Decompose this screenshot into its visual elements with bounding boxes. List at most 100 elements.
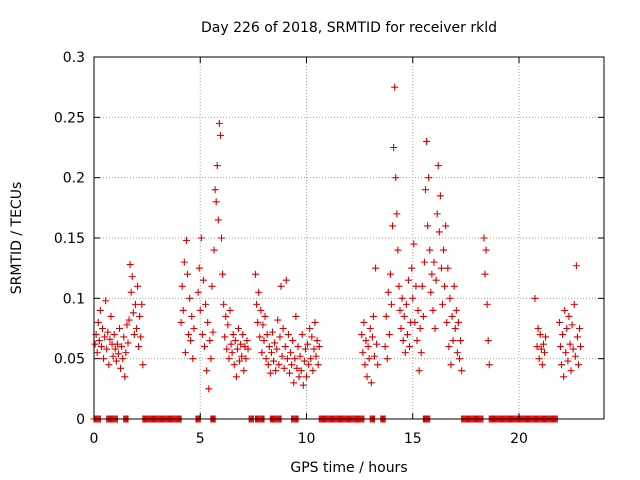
data-point [189, 355, 197, 363]
data-point [187, 337, 195, 345]
data-point [212, 198, 220, 206]
data-point [423, 137, 431, 145]
data-point [277, 282, 285, 290]
data-point [426, 246, 434, 254]
data-point [567, 367, 575, 375]
data-point [369, 312, 377, 320]
data-point [539, 340, 547, 348]
data-point [207, 355, 215, 363]
data-point [203, 367, 211, 375]
data-point [117, 364, 125, 372]
data-point [484, 337, 492, 345]
data-point [180, 258, 188, 266]
data-point [138, 300, 146, 308]
data-point [386, 270, 394, 278]
data-point [418, 282, 426, 290]
axis-ticks [93, 56, 604, 420]
data-point [295, 373, 303, 381]
data-point [178, 282, 186, 290]
data-point [219, 270, 227, 278]
data-point [91, 340, 99, 348]
data-point [120, 333, 128, 341]
data-point [389, 222, 397, 230]
data-point [314, 361, 322, 369]
data-point [399, 337, 407, 345]
data-point [564, 357, 572, 365]
data-point [97, 343, 105, 351]
data-point [458, 367, 466, 375]
data-point [118, 343, 126, 351]
grid [94, 57, 604, 419]
data-point [310, 345, 318, 353]
data-point [275, 361, 283, 369]
data-point [420, 258, 428, 266]
data-point [396, 306, 404, 314]
data-point [223, 345, 231, 353]
data-point [440, 246, 448, 254]
y-tick-label: 0.3 [63, 50, 85, 66]
data-point [225, 355, 233, 363]
data-point [111, 345, 119, 353]
data-point [235, 325, 242, 332]
data-point [425, 174, 433, 182]
data-point [243, 337, 251, 345]
data-point [216, 131, 224, 139]
data-point [483, 300, 491, 308]
data-point [358, 331, 366, 339]
data-point [555, 318, 563, 326]
data-point [360, 318, 368, 326]
data-point [260, 337, 268, 345]
data-point [409, 294, 417, 302]
y-tick-label: 0.2 [63, 171, 85, 187]
data-point [95, 337, 103, 345]
data-point [264, 361, 272, 369]
data-point [127, 288, 135, 296]
data-point [485, 361, 493, 369]
data-point [228, 349, 236, 357]
data-point [432, 276, 440, 284]
data-point [281, 343, 289, 351]
data-point [292, 312, 300, 320]
data-point [298, 331, 306, 339]
y-axis-label: SRMTID / TECUs [9, 182, 25, 295]
data-point [259, 321, 267, 329]
data-point [363, 373, 371, 381]
data-point [209, 328, 217, 336]
data-point [93, 349, 101, 357]
data-point [390, 144, 398, 151]
data-point [424, 222, 432, 230]
data-point [450, 282, 458, 290]
data-point [305, 361, 313, 369]
data-point [402, 300, 410, 308]
data-point [533, 343, 541, 351]
data-point [301, 345, 309, 353]
data-point [575, 361, 582, 369]
data-point [188, 312, 196, 320]
data-point [406, 343, 414, 351]
data-point [102, 297, 110, 305]
data-point [181, 349, 189, 357]
x-tick-label: 15 [404, 431, 422, 447]
data-point [226, 306, 234, 314]
data-point [296, 352, 304, 360]
data-point [428, 270, 436, 278]
data-point [413, 337, 421, 345]
data-point [397, 325, 405, 332]
data-point [236, 357, 244, 365]
data-point [289, 337, 297, 345]
data-point [231, 337, 239, 345]
data-point [535, 355, 543, 363]
data-point [303, 373, 310, 381]
data-point [276, 333, 284, 341]
data-point [232, 373, 240, 381]
data-point [103, 345, 111, 353]
data-point [374, 361, 382, 369]
data-point [577, 343, 585, 351]
x-tick-label: 20 [510, 431, 528, 447]
data-point [240, 367, 248, 375]
data-point [257, 306, 265, 314]
data-point [571, 352, 579, 360]
data-point [573, 333, 581, 341]
data-point [131, 300, 139, 308]
data-point [137, 333, 145, 341]
